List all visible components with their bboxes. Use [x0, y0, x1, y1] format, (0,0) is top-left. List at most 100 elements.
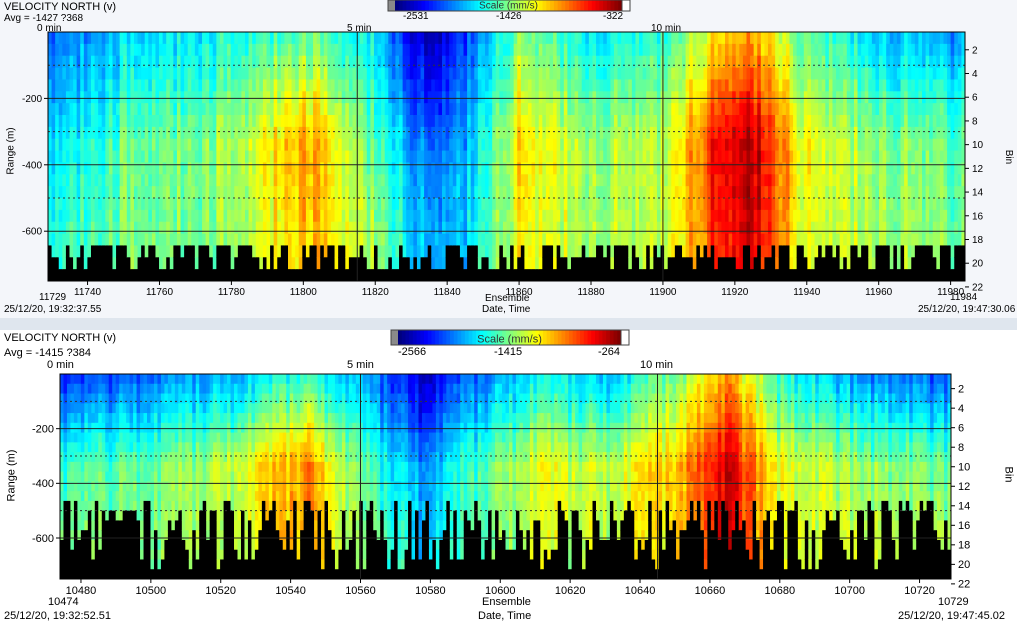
heatmap-cell	[413, 43, 418, 57]
heatmap-cell	[202, 103, 207, 116]
heatmap-cell	[123, 174, 128, 187]
heatmap-cell	[459, 233, 465, 246]
heatmap-cell	[699, 257, 705, 270]
heatmap-cell	[313, 174, 318, 187]
heatmap-cell	[621, 138, 626, 152]
heatmap-cell	[513, 103, 518, 116]
heatmap-cell	[613, 91, 619, 104]
heatmap-cell	[739, 67, 744, 80]
heatmap-cell	[424, 32, 429, 45]
heatmap-cell	[55, 138, 60, 152]
heatmap-cell	[83, 245, 88, 258]
heatmap-cell	[814, 233, 819, 246]
heatmap-cell	[202, 32, 207, 45]
heatmap-cell	[388, 91, 393, 104]
heatmap-cell	[191, 162, 196, 175]
heatmap-cell	[467, 32, 472, 45]
heatmap-cell	[420, 103, 425, 116]
heatmap-cell	[853, 103, 859, 116]
heatmap-cell	[531, 269, 536, 282]
heatmap-cell	[370, 162, 375, 175]
heatmap-cell	[753, 209, 758, 223]
heatmap-cell	[363, 126, 368, 140]
heatmap-cell	[642, 67, 647, 80]
heatmap-cell	[689, 79, 694, 92]
heatmap-cell	[649, 186, 654, 199]
heatmap-cell	[434, 43, 439, 57]
heatmap-cell	[782, 150, 787, 163]
heatmap-cell	[438, 245, 443, 258]
heatmap-cell	[449, 257, 454, 270]
heatmap-cell	[610, 91, 615, 104]
heatmap-cell	[194, 174, 199, 187]
heatmap-cell	[467, 43, 472, 57]
color-scale-segment	[504, 0, 510, 11]
heatmap-cell	[613, 55, 619, 69]
heatmap-cell	[399, 150, 404, 163]
heatmap-cell	[302, 67, 307, 80]
heatmap-cell	[703, 162, 708, 175]
heatmap-cell	[159, 32, 164, 45]
heatmap-cell	[864, 55, 869, 69]
heatmap-cell	[402, 43, 407, 57]
heatmap-cell	[549, 126, 554, 140]
heatmap-cell	[320, 269, 325, 282]
heatmap-cell	[83, 43, 88, 57]
heatmap-cell	[689, 43, 694, 57]
heatmap-cell	[667, 245, 672, 258]
heatmap-cell	[356, 67, 361, 80]
heatmap-cell	[280, 91, 285, 104]
heatmap-cell	[62, 233, 67, 246]
heatmap-cell	[48, 245, 53, 258]
heatmap-cell	[169, 43, 174, 57]
heatmap-cell	[861, 79, 866, 92]
heatmap-cell	[649, 162, 654, 175]
color-scale-segment	[610, 0, 616, 11]
heatmap-cell	[599, 233, 604, 246]
heatmap-cell	[617, 245, 622, 258]
heatmap-cell	[116, 55, 121, 69]
heatmap-cell	[800, 103, 805, 116]
heatmap-cell	[495, 257, 500, 270]
heatmap-cell	[205, 67, 210, 80]
heatmap-cell	[295, 32, 300, 45]
heatmap-cell	[821, 32, 826, 45]
heatmap-cell	[789, 233, 794, 246]
heatmap-cell	[689, 186, 694, 199]
heatmap-cell	[800, 138, 805, 152]
heatmap-cell	[406, 79, 411, 92]
heatmap-cell	[807, 162, 812, 175]
heatmap-cell	[520, 91, 525, 104]
heatmap-cell	[413, 138, 418, 152]
heatmap-cell	[488, 269, 493, 282]
heatmap-cell	[449, 55, 454, 69]
heatmap-cell	[87, 221, 92, 235]
heatmap-cell	[123, 245, 128, 258]
heatmap-cell	[631, 55, 636, 69]
heatmap-cell	[148, 67, 153, 80]
heatmap-cell	[434, 209, 439, 223]
heatmap-cell	[280, 198, 285, 211]
heatmap-cell	[678, 174, 683, 187]
heatmap-cell	[431, 269, 436, 282]
heatmap-cell	[517, 115, 522, 128]
heatmap-cell	[352, 269, 357, 282]
heatmap-cell	[839, 55, 844, 69]
heatmap-cell	[434, 79, 439, 92]
heatmap-cell	[356, 269, 361, 282]
heatmap-cell	[80, 43, 85, 57]
heatmap-cell	[162, 221, 167, 235]
heatmap-cell	[474, 233, 479, 246]
heatmap-cell	[76, 209, 81, 223]
heatmap-cell	[291, 269, 296, 282]
heatmap-cell	[438, 126, 443, 140]
heatmap-cell	[470, 209, 475, 223]
heatmap-cell	[739, 103, 744, 116]
heatmap-cell	[137, 32, 142, 45]
heatmap-cell	[449, 245, 454, 258]
heatmap-cell	[689, 91, 694, 104]
heatmap-cell	[742, 55, 747, 69]
heatmap-cell	[621, 269, 626, 282]
heatmap-cell	[767, 150, 773, 163]
heatmap-cell	[151, 221, 156, 235]
